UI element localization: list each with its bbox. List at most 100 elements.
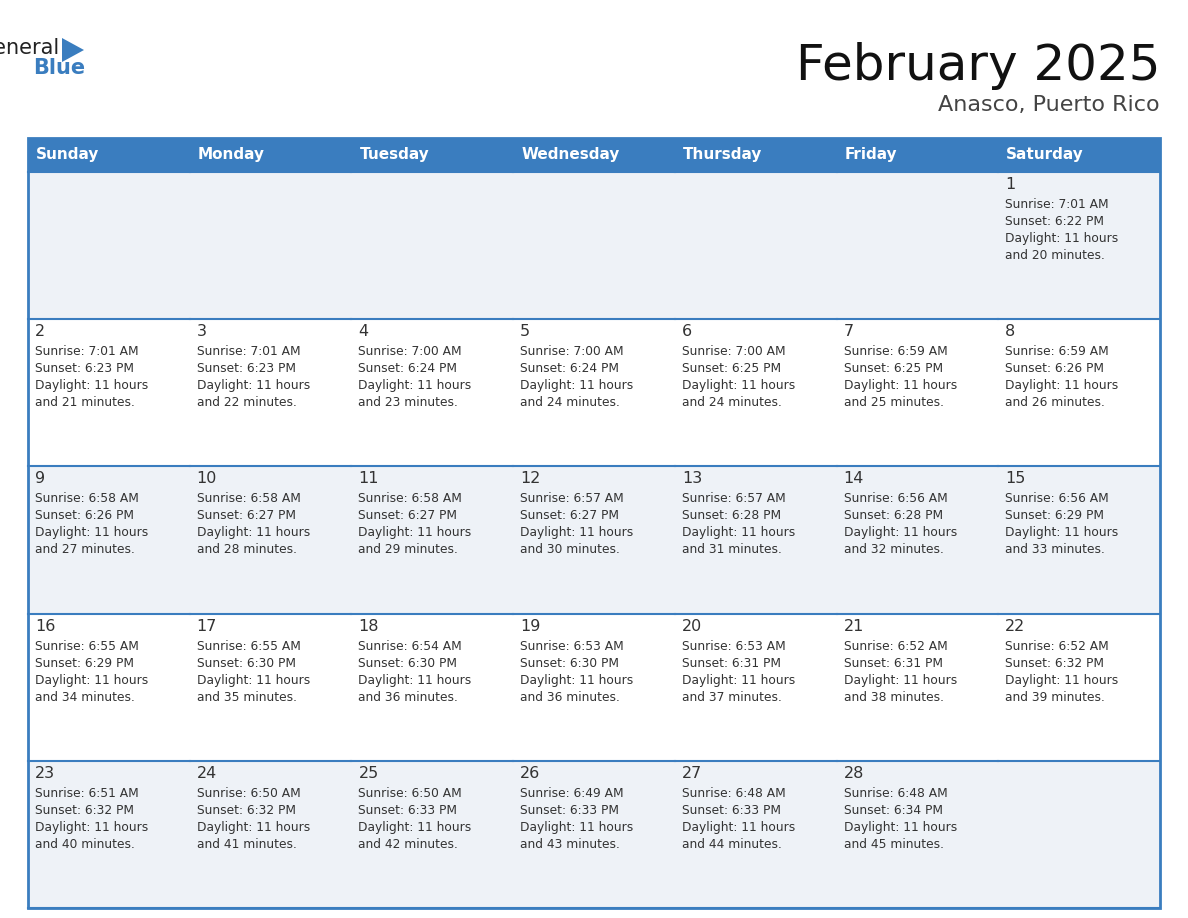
Text: Sunset: 6:25 PM: Sunset: 6:25 PM — [682, 363, 781, 375]
Text: Sunrise: 7:00 AM: Sunrise: 7:00 AM — [520, 345, 624, 358]
Text: Wednesday: Wednesday — [522, 148, 619, 162]
Text: Tuesday: Tuesday — [360, 148, 429, 162]
Text: Sunset: 6:27 PM: Sunset: 6:27 PM — [359, 509, 457, 522]
Text: Sunrise: 6:50 AM: Sunrise: 6:50 AM — [359, 787, 462, 800]
Bar — [513, 138, 675, 172]
Text: Sunset: 6:23 PM: Sunset: 6:23 PM — [197, 363, 296, 375]
Text: Sunset: 6:24 PM: Sunset: 6:24 PM — [520, 363, 619, 375]
Text: 10: 10 — [197, 472, 217, 487]
Bar — [513, 761, 675, 908]
Text: and 45 minutes.: and 45 minutes. — [843, 838, 943, 851]
Text: Daylight: 11 hours: Daylight: 11 hours — [682, 821, 795, 834]
Text: 4: 4 — [359, 324, 368, 339]
Text: Sunrise: 6:53 AM: Sunrise: 6:53 AM — [520, 640, 624, 653]
Bar — [836, 138, 998, 172]
Text: Daylight: 11 hours: Daylight: 11 hours — [520, 674, 633, 687]
Bar — [29, 172, 190, 319]
Text: Sunset: 6:32 PM: Sunset: 6:32 PM — [34, 804, 134, 817]
Text: Daylight: 11 hours: Daylight: 11 hours — [1005, 526, 1119, 540]
Bar — [998, 613, 1159, 761]
Text: and 36 minutes.: and 36 minutes. — [520, 690, 620, 703]
Text: Sunrise: 6:56 AM: Sunrise: 6:56 AM — [843, 492, 947, 506]
Text: 25: 25 — [359, 766, 379, 781]
Text: Sunrise: 6:48 AM: Sunrise: 6:48 AM — [682, 787, 785, 800]
Text: 14: 14 — [843, 472, 864, 487]
Text: Daylight: 11 hours: Daylight: 11 hours — [520, 821, 633, 834]
Text: Sunrise: 6:55 AM: Sunrise: 6:55 AM — [197, 640, 301, 653]
Text: Sunrise: 6:56 AM: Sunrise: 6:56 AM — [1005, 492, 1110, 506]
Bar — [190, 138, 352, 172]
Text: Daylight: 11 hours: Daylight: 11 hours — [520, 379, 633, 392]
Text: Sunrise: 7:01 AM: Sunrise: 7:01 AM — [34, 345, 139, 358]
Text: Sunrise: 6:52 AM: Sunrise: 6:52 AM — [843, 640, 947, 653]
Bar — [675, 319, 836, 466]
Bar — [998, 172, 1159, 319]
Bar — [190, 613, 352, 761]
Bar — [190, 466, 352, 613]
Text: Sunset: 6:29 PM: Sunset: 6:29 PM — [34, 656, 134, 669]
Text: 5: 5 — [520, 324, 530, 339]
Text: Sunrise: 7:00 AM: Sunrise: 7:00 AM — [359, 345, 462, 358]
Bar — [29, 138, 1159, 908]
Text: Sunrise: 6:57 AM: Sunrise: 6:57 AM — [682, 492, 785, 506]
Text: Sunset: 6:29 PM: Sunset: 6:29 PM — [1005, 509, 1105, 522]
Text: Daylight: 11 hours: Daylight: 11 hours — [843, 379, 956, 392]
Text: and 34 minutes.: and 34 minutes. — [34, 690, 135, 703]
Text: Sunset: 6:32 PM: Sunset: 6:32 PM — [197, 804, 296, 817]
Text: Sunrise: 6:59 AM: Sunrise: 6:59 AM — [843, 345, 947, 358]
Text: 17: 17 — [197, 619, 217, 633]
Text: and 35 minutes.: and 35 minutes. — [197, 690, 297, 703]
Text: 2: 2 — [34, 324, 45, 339]
Text: 1: 1 — [1005, 177, 1016, 192]
Text: 11: 11 — [359, 472, 379, 487]
Text: Sunset: 6:30 PM: Sunset: 6:30 PM — [520, 656, 619, 669]
Text: and 25 minutes.: and 25 minutes. — [843, 397, 943, 409]
Text: Friday: Friday — [845, 148, 897, 162]
Bar — [836, 613, 998, 761]
Bar — [513, 172, 675, 319]
Bar — [998, 761, 1159, 908]
Text: Daylight: 11 hours: Daylight: 11 hours — [682, 674, 795, 687]
Text: Daylight: 11 hours: Daylight: 11 hours — [34, 821, 148, 834]
Text: Saturday: Saturday — [1006, 148, 1083, 162]
Text: and 44 minutes.: and 44 minutes. — [682, 838, 782, 851]
Text: Daylight: 11 hours: Daylight: 11 hours — [197, 821, 310, 834]
Text: Sunrise: 6:49 AM: Sunrise: 6:49 AM — [520, 787, 624, 800]
Text: and 24 minutes.: and 24 minutes. — [520, 397, 620, 409]
Text: Sunrise: 6:58 AM: Sunrise: 6:58 AM — [359, 492, 462, 506]
Text: Sunset: 6:28 PM: Sunset: 6:28 PM — [682, 509, 781, 522]
Text: 23: 23 — [34, 766, 55, 781]
Text: Daylight: 11 hours: Daylight: 11 hours — [1005, 232, 1119, 245]
Text: 9: 9 — [34, 472, 45, 487]
Text: 22: 22 — [1005, 619, 1025, 633]
Text: Daylight: 11 hours: Daylight: 11 hours — [843, 674, 956, 687]
Text: and 22 minutes.: and 22 minutes. — [197, 397, 297, 409]
Text: Sunrise: 6:53 AM: Sunrise: 6:53 AM — [682, 640, 785, 653]
Text: and 26 minutes.: and 26 minutes. — [1005, 397, 1105, 409]
Text: Sunrise: 7:01 AM: Sunrise: 7:01 AM — [1005, 198, 1108, 211]
Text: Sunset: 6:24 PM: Sunset: 6:24 PM — [359, 363, 457, 375]
Bar — [836, 466, 998, 613]
Text: Sunday: Sunday — [36, 148, 100, 162]
Text: and 37 minutes.: and 37 minutes. — [682, 690, 782, 703]
Text: Sunset: 6:25 PM: Sunset: 6:25 PM — [843, 363, 943, 375]
Text: Anasco, Puerto Rico: Anasco, Puerto Rico — [939, 95, 1159, 115]
Bar — [29, 466, 190, 613]
Text: Sunset: 6:27 PM: Sunset: 6:27 PM — [197, 509, 296, 522]
Text: Daylight: 11 hours: Daylight: 11 hours — [1005, 674, 1119, 687]
Bar — [675, 466, 836, 613]
Bar — [352, 761, 513, 908]
Text: 15: 15 — [1005, 472, 1025, 487]
Bar — [513, 319, 675, 466]
Text: Sunrise: 6:58 AM: Sunrise: 6:58 AM — [197, 492, 301, 506]
Text: and 30 minutes.: and 30 minutes. — [520, 543, 620, 556]
Text: and 21 minutes.: and 21 minutes. — [34, 397, 135, 409]
Text: Sunset: 6:31 PM: Sunset: 6:31 PM — [843, 656, 942, 669]
Text: and 40 minutes.: and 40 minutes. — [34, 838, 135, 851]
Text: Daylight: 11 hours: Daylight: 11 hours — [682, 526, 795, 540]
Bar — [29, 138, 190, 172]
Text: Daylight: 11 hours: Daylight: 11 hours — [359, 674, 472, 687]
Bar — [190, 172, 352, 319]
Text: Sunset: 6:31 PM: Sunset: 6:31 PM — [682, 656, 781, 669]
Text: Sunset: 6:30 PM: Sunset: 6:30 PM — [197, 656, 296, 669]
